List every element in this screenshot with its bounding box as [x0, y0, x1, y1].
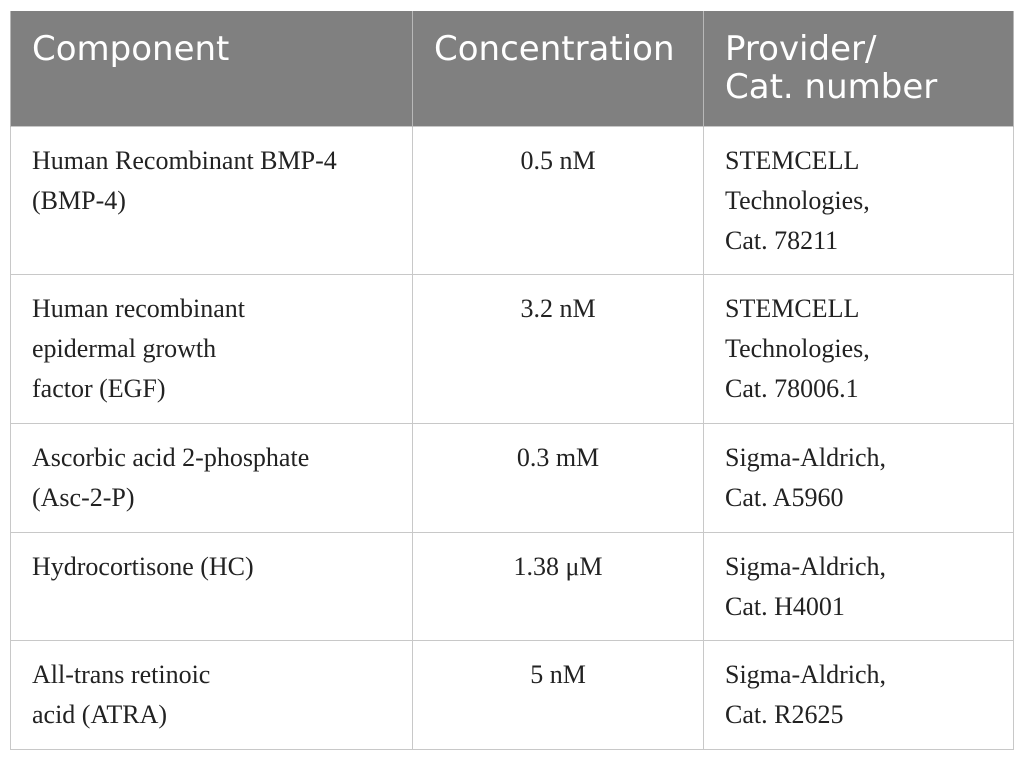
- concentration-cell: 3.2 nM: [412, 273, 704, 424]
- component-text: epidermal growth: [32, 333, 217, 363]
- component-text: Hydrocortisone (HC): [32, 551, 254, 581]
- concentration-text: 3.2 nM: [520, 293, 596, 323]
- table-row: Human Recombinant BMP-4 (BMP-4) 0.5 nM S…: [10, 125, 1014, 275]
- concentration-text: 0.3 mM: [516, 442, 600, 472]
- table-row: Hydrocortisone (HC) 1.38 μM Sigma-Aldric…: [10, 531, 1014, 641]
- provider-text: Sigma-Aldrich,: [725, 659, 887, 689]
- concentration-cell: 0.3 mM: [412, 422, 704, 533]
- table-header: Component Concentration Provider/ Cat. n…: [10, 11, 1014, 126]
- concentration-text: 0.5 nM: [520, 145, 596, 175]
- provider-text: Cat. A5960: [725, 482, 844, 512]
- provider-text: STEMCELL: [725, 145, 860, 175]
- header-component-label: Component: [32, 29, 230, 69]
- component-cell: Ascorbic acid 2-phosphate (Asc-2-P): [10, 422, 413, 533]
- concentration-text: 1.38 μM: [513, 551, 603, 581]
- header-concentration-label: Concentration: [434, 29, 675, 69]
- provider-text: Technologies,: [725, 333, 870, 363]
- component-text: factor (EGF): [32, 373, 166, 403]
- provider-cell: Sigma-Aldrich, Cat. A5960: [703, 422, 1014, 533]
- provider-text: Cat. 78211: [725, 225, 839, 255]
- component-text: Ascorbic acid 2-phosphate: [32, 442, 310, 472]
- component-text: (Asc-2-P): [32, 482, 135, 512]
- table-body: Human Recombinant BMP-4 (BMP-4) 0.5 nM S…: [10, 125, 1014, 750]
- provider-text: Sigma-Aldrich,: [725, 551, 887, 581]
- provider-text: Technologies,: [725, 185, 870, 215]
- component-cell: All-trans retinoic acid (ATRA): [10, 639, 413, 750]
- component-text: (BMP-4): [32, 185, 126, 215]
- component-cell: Hydrocortisone (HC): [10, 531, 413, 641]
- provider-cell: STEMCELL Technologies, Cat. 78006.1: [703, 273, 1014, 424]
- component-cell: Human Recombinant BMP-4 (BMP-4): [10, 125, 413, 275]
- table-row: Human recombinant epidermal growth facto…: [10, 273, 1014, 424]
- provider-text: Cat. 78006.1: [725, 373, 859, 403]
- provider-text: Cat. R2625: [725, 699, 844, 729]
- table-row: All-trans retinoic acid (ATRA) 5 nM Sigm…: [10, 639, 1014, 750]
- component-text: acid (ATRA): [32, 699, 168, 729]
- provider-cell: Sigma-Aldrich, Cat. R2625: [703, 639, 1014, 750]
- header-concentration: Concentration: [412, 11, 704, 126]
- table-row: Ascorbic acid 2-phosphate (Asc-2-P) 0.3 …: [10, 422, 1014, 533]
- reagent-table: Component Concentration Provider/ Cat. n…: [10, 11, 1014, 750]
- provider-cell: STEMCELL Technologies, Cat. 78211: [703, 125, 1014, 275]
- provider-text: Cat. H4001: [725, 591, 845, 621]
- header-provider: Provider/ Cat. number: [703, 11, 1014, 126]
- component-text: All-trans retinoic: [32, 659, 211, 689]
- provider-cell: Sigma-Aldrich, Cat. H4001: [703, 531, 1014, 641]
- provider-text: Sigma-Aldrich,: [725, 442, 887, 472]
- provider-text: STEMCELL: [725, 293, 860, 323]
- header-provider-label-line1: Provider/: [725, 29, 877, 69]
- component-cell: Human recombinant epidermal growth facto…: [10, 273, 413, 424]
- header-component: Component: [10, 11, 413, 126]
- header-row: Component Concentration Provider/ Cat. n…: [10, 11, 1014, 126]
- component-text: Human recombinant: [32, 293, 245, 323]
- concentration-cell: 0.5 nM: [412, 125, 704, 275]
- reagent-table-container: Component Concentration Provider/ Cat. n…: [10, 11, 1014, 750]
- concentration-text: 5 nM: [530, 659, 586, 689]
- header-provider-label-line2: Cat. number: [725, 67, 938, 107]
- concentration-cell: 5 nM: [412, 639, 704, 750]
- component-text: Human Recombinant BMP-4: [32, 145, 337, 175]
- concentration-cell: 1.38 μM: [412, 531, 704, 641]
